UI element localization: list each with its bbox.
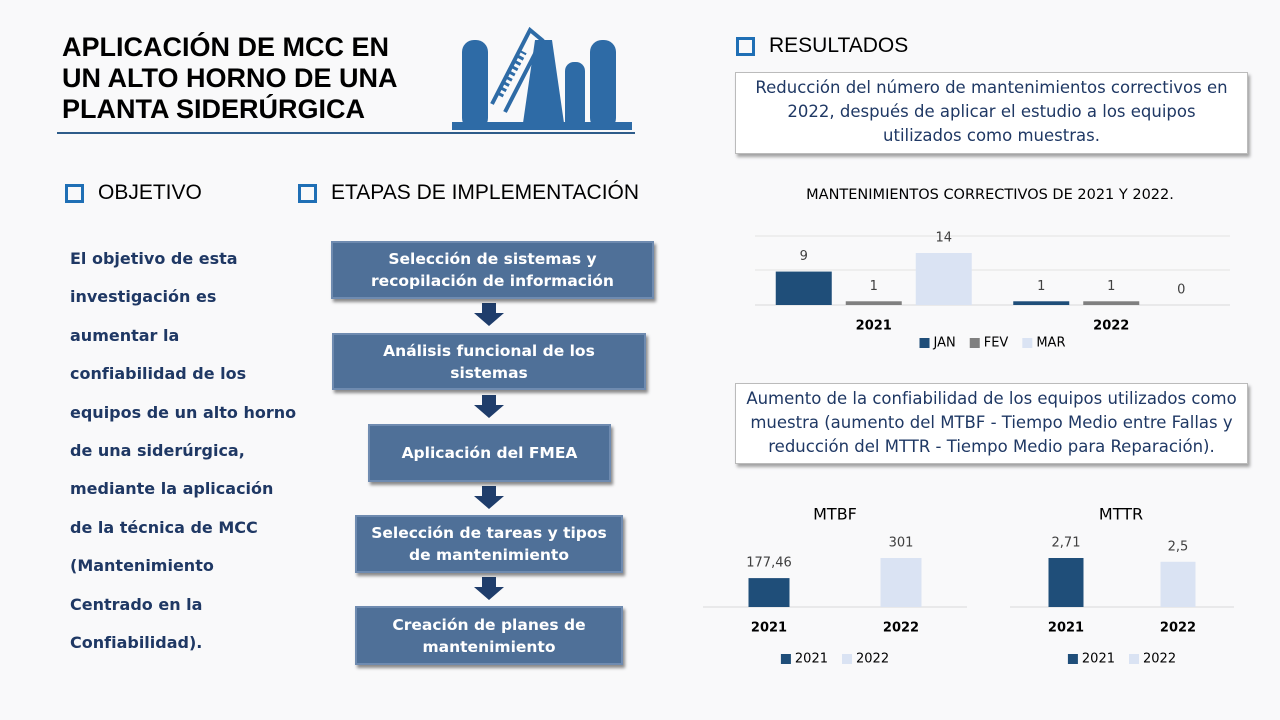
stage-step: Análisis funcional de los sistemas xyxy=(332,333,646,390)
x-tick-label: 2021 xyxy=(856,319,892,334)
value-label: 0 xyxy=(1177,283,1185,298)
stage-step: Selección de tareas y tipos de mantenimi… xyxy=(355,515,623,573)
value-label: 177,46 xyxy=(746,556,792,571)
title-line: PLANTA SIDERÚRGICA xyxy=(62,94,365,124)
stage-step: Selección de sistemas y recopilación de … xyxy=(331,241,654,299)
objective-line: de la técnica de MCC xyxy=(70,517,258,537)
stages-heading: ETAPAS DE IMPLEMENTACIÓN xyxy=(298,181,639,205)
legend-label: 2021 xyxy=(1082,652,1115,667)
objective-line: confiabilidad de los xyxy=(70,364,247,384)
value-label: 1 xyxy=(1037,279,1045,294)
legend-swatch xyxy=(1129,654,1139,664)
legend-swatch xyxy=(842,654,852,664)
furnace-icon xyxy=(452,26,632,130)
legend-swatch xyxy=(780,654,791,664)
bar xyxy=(915,253,972,305)
results-summary: Aumento de la confiabilidad de los equip… xyxy=(735,383,1248,464)
legend-label: 2022 xyxy=(1143,652,1176,667)
x-tick-label: 2022 xyxy=(1093,319,1129,334)
title-line: UN ALTO HORNO DE UNA xyxy=(62,63,398,93)
value-label: 9 xyxy=(800,249,808,264)
x-tick-label: 2022 xyxy=(883,621,919,636)
objective-text: El objetivo de esta investigación es aumen… xyxy=(70,240,296,662)
chart-title: MTTR xyxy=(1099,505,1143,524)
chart-backdrop-lines xyxy=(755,235,1230,271)
bar xyxy=(845,301,902,305)
heading-text: ETAPAS DE IMPLEMENTACIÓN xyxy=(331,181,640,204)
objective-line: aumentar la xyxy=(70,325,180,345)
legend-swatch xyxy=(1022,338,1033,348)
heading-text: OBJETIVO xyxy=(98,181,202,204)
bar xyxy=(1048,558,1084,607)
value-label: 301 xyxy=(889,536,914,551)
x-tick-label: 2021 xyxy=(1048,621,1084,636)
objective-line: Centrado en la xyxy=(70,594,203,614)
stage-step: Creación de planes de mantenimiento xyxy=(355,606,623,665)
legend-label: MAR xyxy=(1036,336,1065,351)
title-line: APLICACIÓN DE MCC EN xyxy=(62,32,390,62)
objective-line: mediante la aplicación xyxy=(70,479,274,499)
bar xyxy=(748,578,790,607)
results-summary: Reducción del número de mantenimientos c… xyxy=(735,72,1248,154)
objective-line: (Mantenimiento xyxy=(70,556,214,576)
value-label: 1 xyxy=(1107,279,1115,294)
legend-label: 2022 xyxy=(856,652,889,667)
x-tick-label: 2021 xyxy=(751,621,787,636)
value-label: 2,71 xyxy=(1052,536,1081,551)
objective-heading: OBJETIVO xyxy=(65,181,202,205)
legend-swatch xyxy=(969,338,980,348)
objective-line: Confiabilidad). xyxy=(70,633,203,653)
results-heading: RESULTADOS xyxy=(736,34,908,58)
bar xyxy=(775,271,832,305)
bar xyxy=(1083,301,1140,305)
bar xyxy=(1013,301,1070,305)
chart-title: MANTENIMIENTOS CORRECTIVOS DE 2021 Y 202… xyxy=(806,187,1174,203)
value-label: 1 xyxy=(870,279,878,294)
objective-line: de una siderúrgica, xyxy=(70,441,245,461)
bar xyxy=(880,558,922,607)
heading-text: RESULTADOS xyxy=(769,34,909,57)
objective-line: El objetivo de esta xyxy=(70,249,238,268)
stage-step: Aplicación del FMEA xyxy=(368,424,611,482)
legend-swatch xyxy=(1067,654,1078,664)
title: APLICACIÓN DE MCC EN UN ALTO HORNO DE UN… xyxy=(62,32,398,125)
x-tick-label: 2022 xyxy=(1160,621,1196,636)
legend-label: JAN xyxy=(933,336,956,351)
value-label: 2,5 xyxy=(1168,539,1189,554)
legend-swatch xyxy=(919,338,930,348)
objective-line: equipos de un alto horno xyxy=(70,402,297,422)
legend-label: 2021 xyxy=(795,652,828,667)
bar xyxy=(1160,561,1196,607)
chart-title: MTBF xyxy=(813,505,857,524)
legend-label: FEV xyxy=(984,336,1009,351)
objective-line: investigación es xyxy=(70,287,217,307)
value-label: 14 xyxy=(935,231,952,246)
flow-arrows xyxy=(474,303,504,600)
